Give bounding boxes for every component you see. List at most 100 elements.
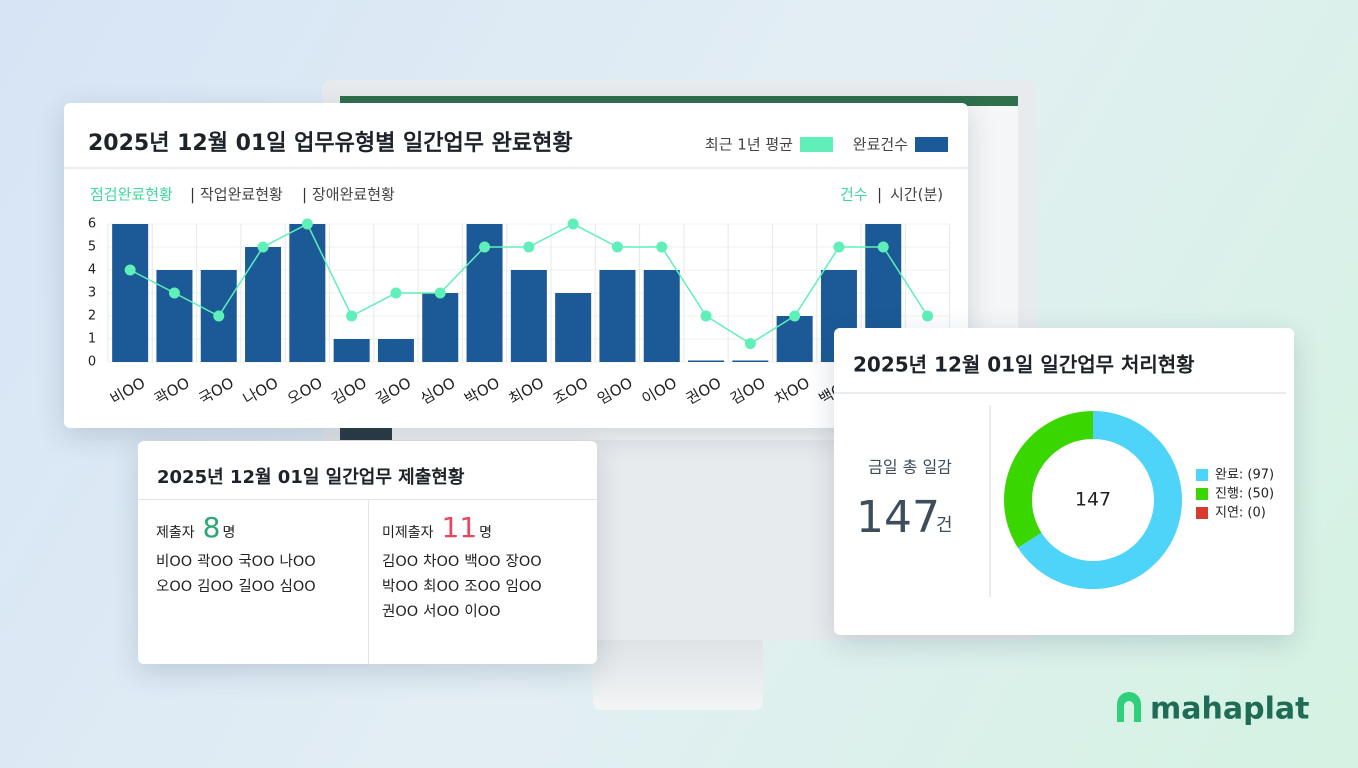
name-row: 박OO 최OO 조OO 임OO <box>382 575 547 600</box>
bar <box>112 224 149 362</box>
unit-tab[interactable]: 시간(분) <box>890 186 943 204</box>
count: 11 <box>441 511 478 544</box>
card-title: 2025년 12월 01일 일간업무 제출현황 <box>157 467 465 488</box>
unit: 명 <box>222 525 236 541</box>
bar <box>555 293 592 362</box>
not-submitted-column: 미제출자 11 명 김OO 차OO 백OO 장OO 박OO 최OO 조OO 임OO 권OO 서OO 이O… <box>382 511 547 625</box>
completion-chart: 2025년 12월 01일 업무유형별 일간업무 완료현황 점검완료현황 | 작… <box>64 131 968 408</box>
brand-name: mahaplat <box>1150 692 1309 727</box>
line-point <box>523 241 535 253</box>
divider <box>138 499 597 500</box>
x-tick-label: 차OO <box>771 374 812 408</box>
legend-label: 지연: (0) <box>1215 506 1266 521</box>
donut-segment <box>1004 411 1093 548</box>
bar <box>732 360 769 362</box>
y-tick-label: 4 <box>88 263 96 278</box>
total-value: 147 <box>856 492 940 543</box>
bar <box>643 270 680 362</box>
bar <box>245 247 282 362</box>
line-point <box>346 310 358 322</box>
tab[interactable]: 점검완료현황 <box>90 186 173 204</box>
person-name: 심OO <box>279 579 316 595</box>
separator: | <box>877 186 882 204</box>
person-name: 권OO <box>382 604 419 620</box>
label: 제출자 <box>156 525 195 541</box>
line-point <box>434 287 446 299</box>
line-point <box>611 241 623 253</box>
monitor-stand <box>593 640 763 710</box>
name-row: 김OO 차OO 백OO 장OO <box>382 550 547 575</box>
logo-icon <box>1117 692 1141 722</box>
bar <box>377 339 414 362</box>
count: 8 <box>202 511 221 544</box>
person-name: 길OO <box>238 579 275 595</box>
tab[interactable]: 장애완료현황 <box>312 186 395 204</box>
person-name: 박OO <box>382 579 419 595</box>
separator: | <box>190 186 195 204</box>
separator: | <box>302 186 307 204</box>
bar <box>776 316 813 362</box>
x-tick-label: 김OO <box>328 374 369 408</box>
legend-label: 완료건수 <box>853 136 908 154</box>
legend-label: 진행: (50) <box>1215 486 1274 502</box>
line-point <box>390 287 402 299</box>
line-point <box>700 310 712 322</box>
name-list: 김OO 차OO 백OO 장OO 박OO 최OO 조OO 임OO 권OO 서OO 이OO <box>382 550 547 625</box>
name-row: 비OO 곽OO 국OO 나OO <box>156 550 321 575</box>
unit: 명 <box>479 525 493 541</box>
brand-logo: mahaplat <box>1117 692 1309 727</box>
person-name: 차OO <box>423 554 460 570</box>
total-unit: 건 <box>936 515 953 536</box>
tab[interactable]: 작업완료현황 <box>200 186 283 204</box>
line-point <box>479 241 491 253</box>
submission-card: 2025년 12월 01일 일간업무 제출현황 제출자 8 명 비OO 곽OO 국OO 나… <box>138 441 597 664</box>
person-name: 비OO <box>156 554 193 570</box>
screen-header <box>340 96 1018 106</box>
bar <box>333 339 370 362</box>
person-name: 장OO <box>505 554 542 570</box>
line-point <box>833 241 845 253</box>
line-point <box>257 241 269 253</box>
label: 미제출자 <box>382 525 434 541</box>
y-tick-label: 6 <box>88 217 96 232</box>
legend-swatch <box>1196 507 1208 519</box>
line-point <box>124 264 136 276</box>
brand: mahaplat <box>1114 688 1319 728</box>
person-name: 백OO <box>464 554 501 570</box>
person-name: 김OO <box>382 554 419 570</box>
legend-label: 완료: (97) <box>1215 468 1274 483</box>
y-tick-label: 1 <box>88 332 96 347</box>
x-tick-label: 조OO <box>550 374 591 408</box>
bar <box>688 360 725 362</box>
person-name: 임OO <box>505 579 542 595</box>
unit-tab[interactable]: 건수 <box>840 186 868 204</box>
legend-swatch <box>800 137 833 152</box>
bar <box>599 270 636 362</box>
y-tick-label: 5 <box>88 240 96 255</box>
line-point <box>168 287 180 299</box>
line-point <box>877 241 889 253</box>
x-tick-label: 임OO <box>594 374 635 408</box>
legend-swatch <box>1196 488 1208 500</box>
legend-swatch <box>915 137 948 152</box>
name-list: 비OO 곽OO 국OO 나OO 오OO 김OO 길OO 심OO <box>156 550 321 600</box>
x-tick-label: 최OO <box>506 374 547 408</box>
completion-card: 2025년 12월 01일 업무유형별 일간업무 완료현황 점검완료현황 | 작… <box>64 103 968 428</box>
x-tick-label: 김OO <box>727 374 768 408</box>
donut-segment <box>1017 411 1182 589</box>
person-name: 곽OO <box>197 554 234 570</box>
chart-title: 2025년 12월 01일 업무유형별 일간업무 완료현황 <box>88 131 573 156</box>
bar <box>289 224 326 362</box>
x-tick-label: 곽OO <box>151 374 192 408</box>
status-chart: 2025년 12월 01일 일간업무 처리현황 금일 총 일감 147 건 완료… <box>834 353 1286 597</box>
name-row: 권OO 서OO 이OO <box>382 600 547 625</box>
divider <box>368 499 369 664</box>
donut-center: 147 <box>1075 489 1111 511</box>
bar <box>510 270 547 362</box>
person-name: 오OO <box>156 579 193 595</box>
line-point <box>744 338 756 350</box>
y-tick-label: 2 <box>88 309 96 324</box>
person-name: 조OO <box>464 579 501 595</box>
chart-title: 2025년 12월 01일 일간업무 처리현황 <box>853 353 1195 377</box>
